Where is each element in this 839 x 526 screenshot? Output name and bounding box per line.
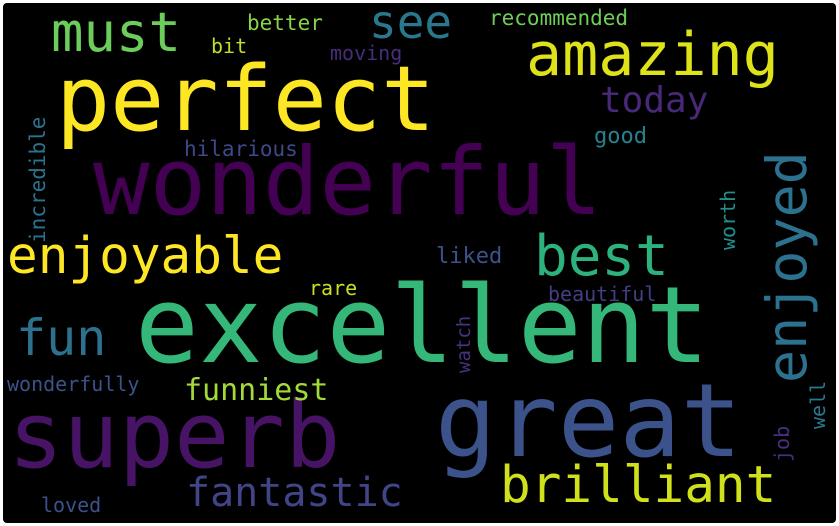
word-funniest: funniest bbox=[184, 373, 329, 408]
word-job: job bbox=[770, 425, 794, 462]
word-amazing: amazing bbox=[526, 20, 779, 90]
word-today: today bbox=[600, 80, 709, 121]
word-moving: moving bbox=[330, 41, 403, 65]
word-watch: watch bbox=[453, 315, 475, 373]
word-wonderful: wonderful bbox=[93, 128, 603, 237]
word-enjoyed: enjoyed bbox=[755, 151, 819, 383]
word-bit: bit bbox=[211, 34, 248, 58]
word-better: better bbox=[247, 11, 323, 35]
word-excellent: excellent bbox=[135, 264, 710, 387]
word-incredible: incredible bbox=[26, 116, 50, 243]
word-brilliant: brilliant bbox=[500, 456, 777, 515]
word-beautiful: beautiful bbox=[548, 282, 657, 306]
word-well: well bbox=[806, 380, 830, 429]
word-fun: fun bbox=[16, 309, 107, 367]
word-great: great bbox=[435, 362, 743, 481]
word-rare: rare bbox=[309, 276, 358, 300]
word-superb: superb bbox=[8, 382, 341, 489]
word-liked: liked bbox=[436, 244, 503, 269]
word-enjoyable: enjoyable bbox=[7, 227, 284, 286]
word-must: must bbox=[51, 3, 182, 64]
word-wonderfully: wonderfully bbox=[7, 372, 140, 396]
word-good: good bbox=[594, 124, 647, 149]
word-hilarious: hilarious bbox=[184, 137, 298, 161]
word-recommended: recommended bbox=[489, 6, 629, 30]
word-cloud-canvas: wonderful excellent great perfect superb… bbox=[3, 3, 836, 523]
word-best: best bbox=[534, 224, 669, 289]
word-worth: worth bbox=[716, 189, 740, 250]
word-loved: loved bbox=[41, 493, 102, 517]
word-see: see bbox=[369, 3, 453, 49]
word-fantastic: fantastic bbox=[186, 470, 403, 516]
word-perfect: perfect bbox=[56, 47, 436, 152]
